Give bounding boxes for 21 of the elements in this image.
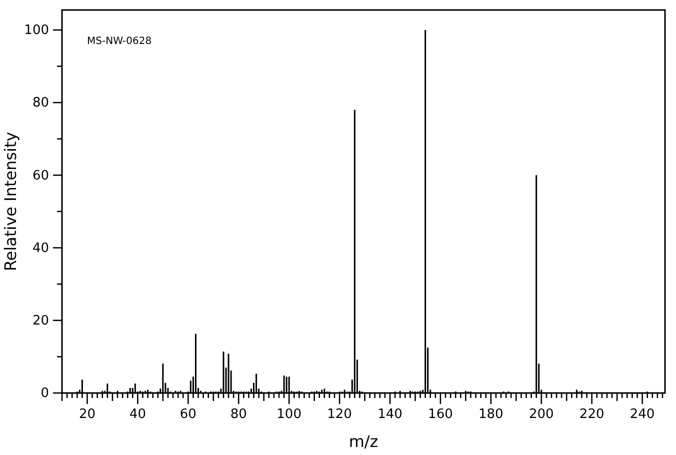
y-tick-label: 0	[40, 386, 49, 402]
x-tick-label: 200	[528, 407, 554, 422]
annotation: MS-NW-0628	[87, 36, 152, 47]
x-tick-label: 240	[630, 407, 655, 422]
x-tick-label: 140	[378, 407, 402, 422]
x-tick-label: 220	[579, 407, 604, 422]
x-tick-label: 80	[230, 407, 247, 422]
x-axis-title: m/z	[348, 432, 378, 451]
y-tick-label: 20	[32, 314, 49, 329]
y-tick-label: 40	[32, 240, 49, 256]
x-tick-label: 60	[180, 407, 196, 422]
x-tick-label: 180	[478, 407, 504, 422]
y-tick-label: 80	[32, 96, 49, 111]
x-tick-label: 160	[428, 407, 453, 422]
y-tick-label: 60	[32, 168, 49, 184]
y-tick-label: 100	[24, 23, 49, 38]
x-tick-label: 100	[276, 407, 302, 422]
x-tick-label: 20	[78, 407, 96, 422]
x-tick-label: 40	[129, 407, 146, 422]
y-axis-title: Relative Intensity	[1, 132, 20, 272]
x-tick-label: 120	[327, 407, 352, 422]
